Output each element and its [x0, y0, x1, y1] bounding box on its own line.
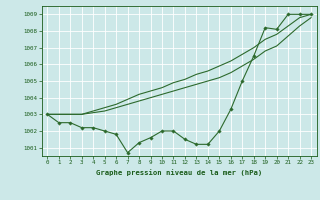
X-axis label: Graphe pression niveau de la mer (hPa): Graphe pression niveau de la mer (hPa) — [96, 169, 262, 176]
